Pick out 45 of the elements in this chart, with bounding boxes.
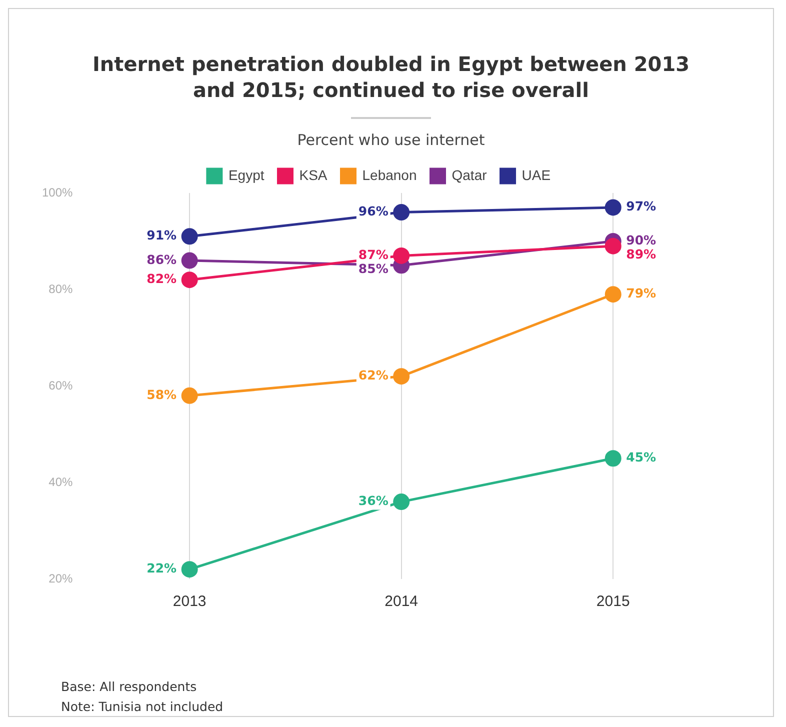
data-label: 85% (358, 260, 389, 276)
point (393, 494, 410, 510)
legend-label: KSA (299, 166, 328, 183)
point (181, 272, 198, 288)
x-tick-label: 2013 (172, 593, 206, 610)
point (604, 199, 622, 216)
text: Base: All respondents (61, 678, 198, 696)
data-label: 79% (626, 286, 657, 301)
data-label: 58% (146, 386, 178, 402)
legend-label: UAE (522, 166, 551, 183)
point (604, 450, 622, 467)
point (393, 247, 410, 264)
data-label: 22% (146, 560, 178, 576)
legend-label: Egypt (228, 166, 264, 183)
x-tick-label: 2015 (596, 593, 630, 610)
data-label: 97% (626, 198, 657, 214)
point (181, 252, 198, 269)
point (393, 368, 410, 385)
y-tick-label: 100% (42, 185, 74, 200)
legend-label: Lebanon (362, 166, 417, 183)
point (604, 238, 622, 254)
y-tick-label: 40% (48, 474, 74, 489)
point (393, 204, 410, 221)
y-tick-label: 20% (48, 571, 74, 586)
point (604, 286, 622, 303)
data-label: 45% (626, 450, 657, 465)
data-label: 36% (358, 493, 389, 508)
data-label: 62% (358, 368, 389, 383)
data-label: 90% (626, 232, 657, 248)
data-label: 96% (358, 204, 389, 219)
chart-title: Internet penetration doubled in Egypt between 2013 and 2015; continued to rise overall (91, 51, 691, 103)
y-tick-label: 80% (48, 282, 74, 296)
legend-label: Qatar (452, 166, 488, 183)
data-label: 86% (146, 252, 178, 267)
point (181, 561, 198, 578)
data-label: 91% (146, 228, 178, 243)
point (181, 387, 198, 404)
chart-subtitle: Percent who use internet (296, 131, 486, 149)
data-label: 87% (358, 246, 389, 262)
text: Note: Tunisia not included (61, 698, 224, 716)
y-tick-label: 60% (48, 378, 74, 392)
data-label: 89% (626, 246, 657, 262)
point (181, 228, 198, 245)
x-tick-label: 2014 (384, 593, 418, 610)
data-label: 82% (146, 271, 178, 286)
